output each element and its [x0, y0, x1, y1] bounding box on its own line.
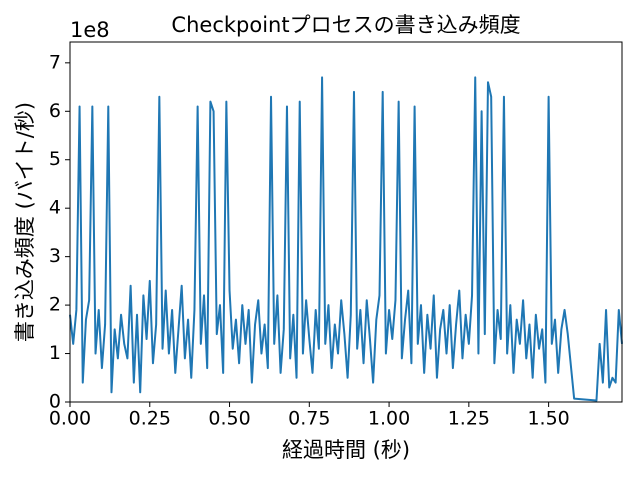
x-tick-label: 0.75 — [288, 408, 330, 430]
data-line — [69, 76, 623, 402]
y-tick-label: 1 — [49, 342, 61, 364]
chart-title: Checkpointプロセスの書き込み頻度 — [171, 13, 520, 37]
y-tick-label: 4 — [49, 197, 61, 219]
y-tick-label: 6 — [49, 100, 61, 122]
x-tick-label: 1.00 — [368, 408, 410, 430]
y-offset-label: 1e8 — [70, 18, 110, 42]
plot-area — [69, 76, 623, 402]
x-tick-label: 0.25 — [129, 408, 171, 430]
x-tick-label: 0.00 — [49, 408, 91, 430]
x-tick-label: 1.50 — [527, 408, 569, 430]
axes-frame — [69, 41, 623, 403]
x-axis-label: 経過時間 (秒) — [282, 438, 410, 462]
y-tick-label: 7 — [49, 51, 61, 73]
y-tick-label: 0 — [49, 391, 61, 413]
x-tick-label: 0.50 — [208, 408, 250, 430]
y-tick-label: 3 — [49, 245, 61, 267]
y-tick-label: 5 — [49, 148, 61, 170]
x-tick-label: 1.25 — [448, 408, 490, 430]
y-axis-label: 書き込み頻度 (バイト/秒) — [13, 102, 37, 342]
y-tick-label: 2 — [49, 294, 61, 316]
